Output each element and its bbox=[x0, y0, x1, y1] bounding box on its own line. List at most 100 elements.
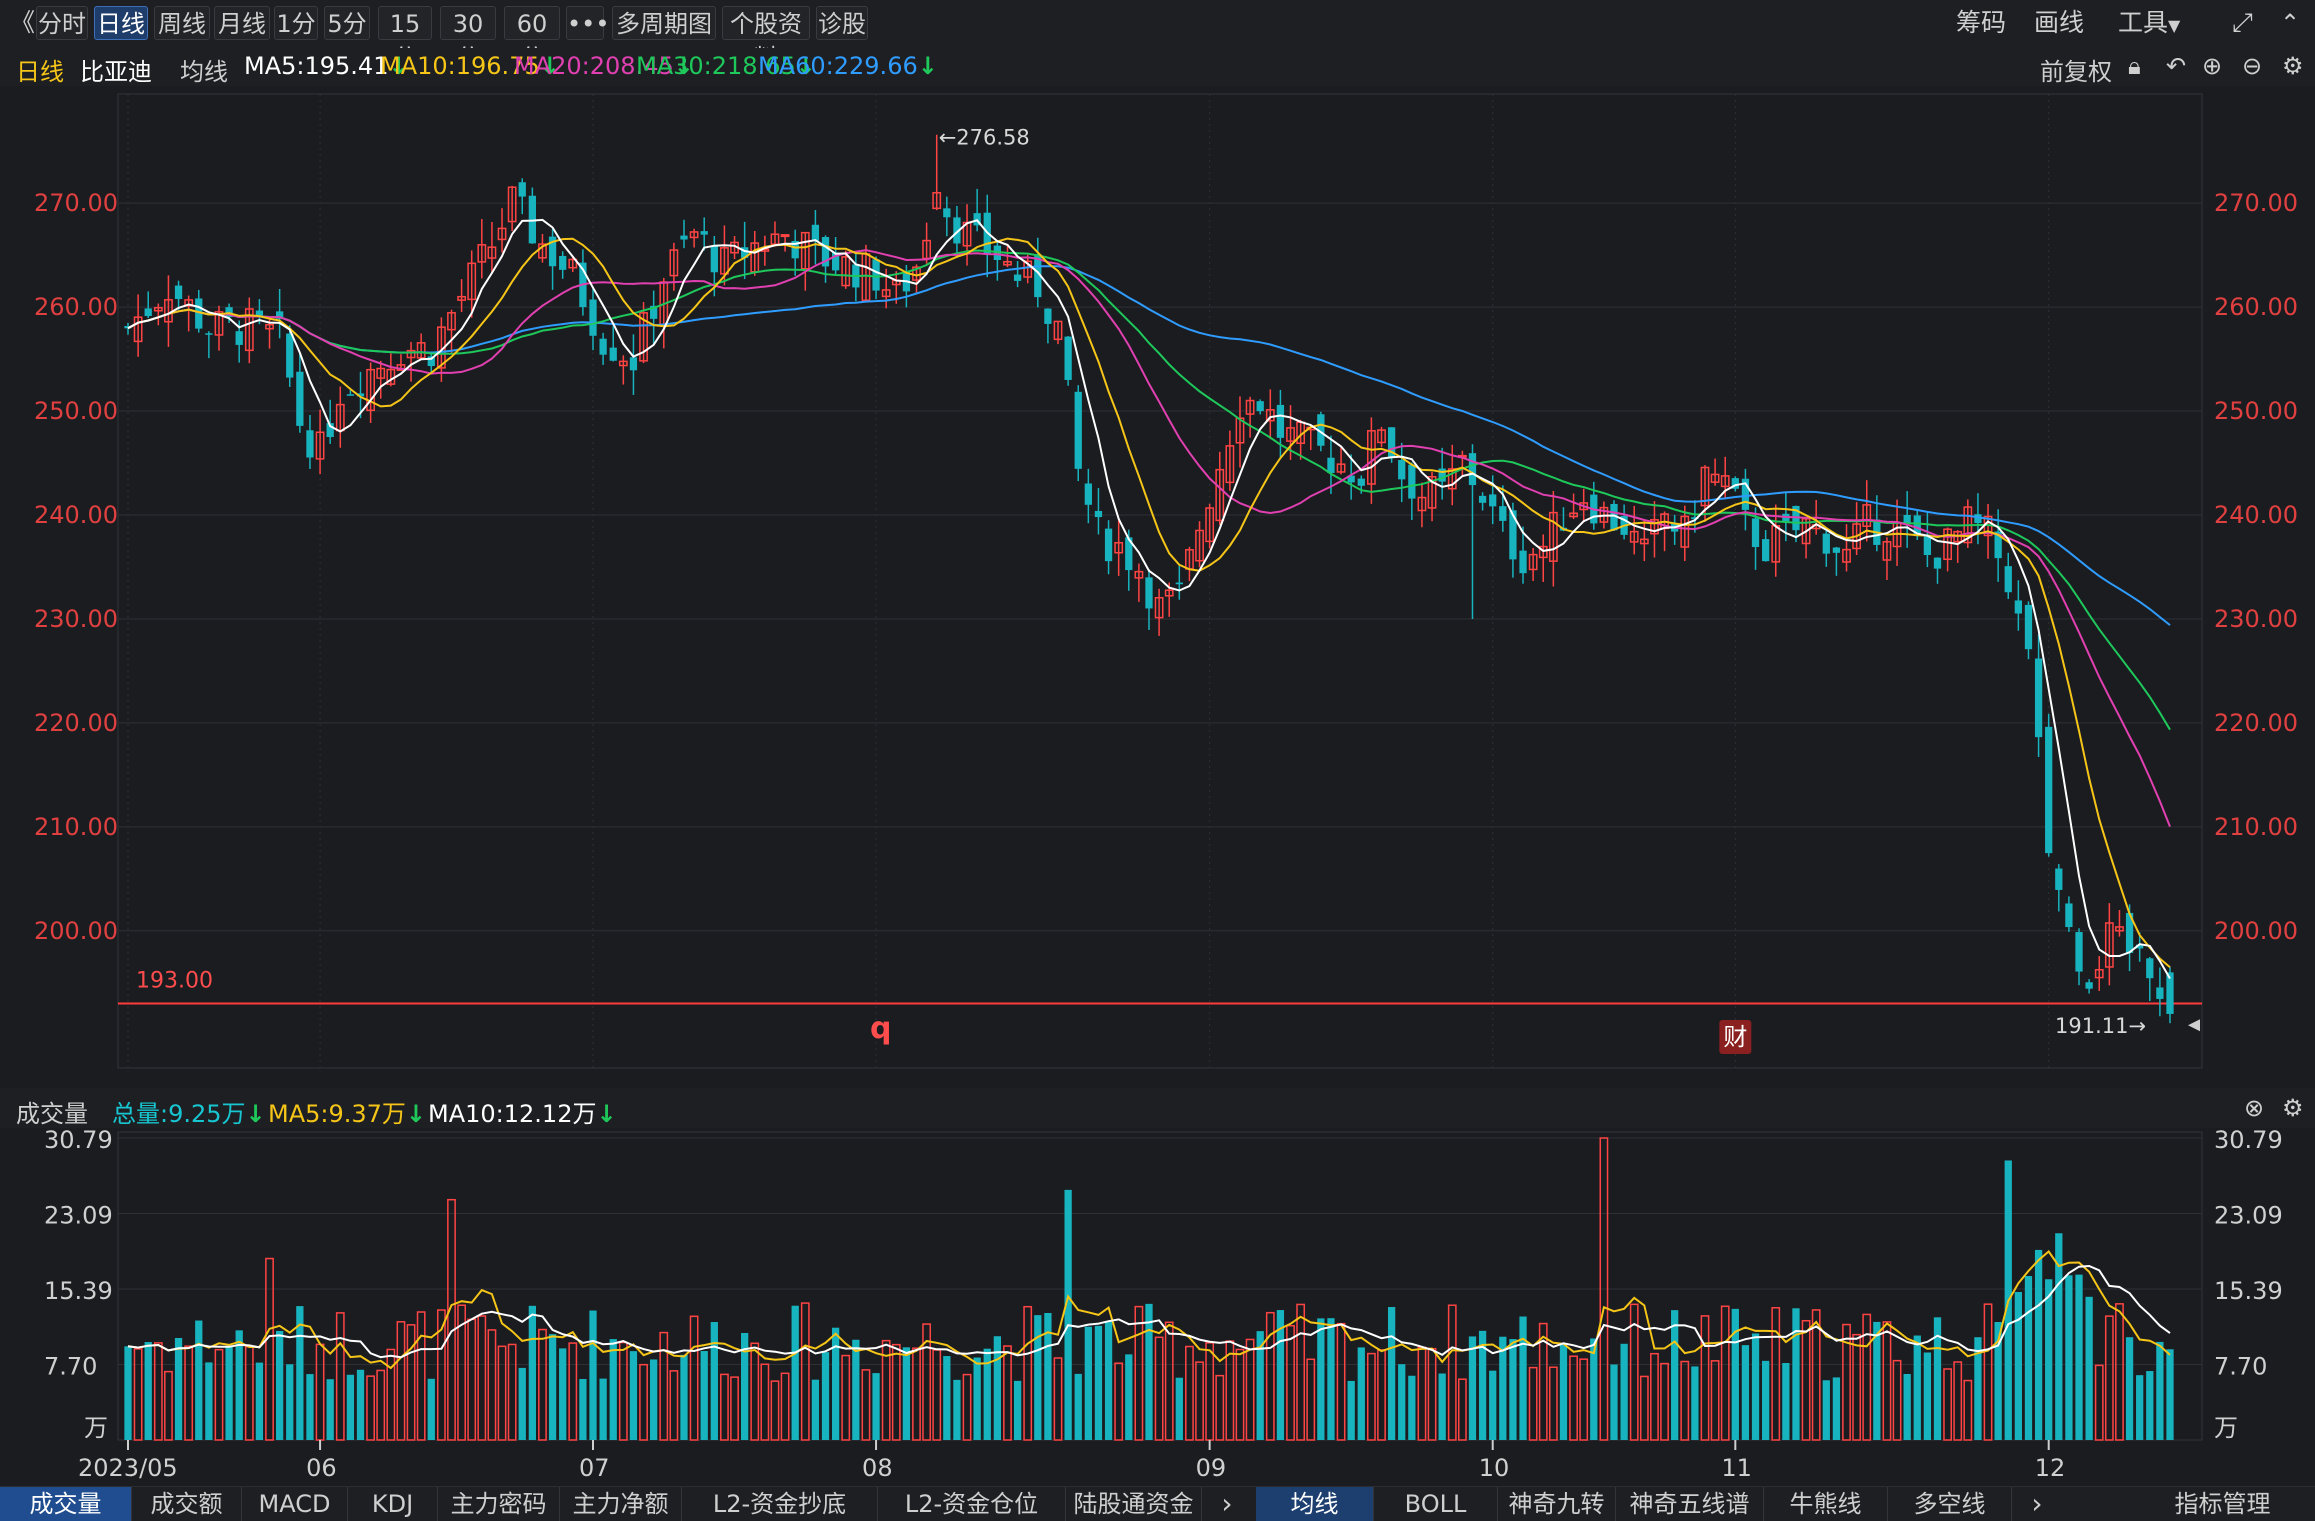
collapse-up-icon[interactable]: ⌃ bbox=[2280, 9, 2301, 37]
overlay-tab-0[interactable]: 均线 bbox=[1256, 1487, 1374, 1521]
back-icon[interactable]: 《 bbox=[10, 8, 36, 37]
candle-body bbox=[1053, 320, 1063, 341]
overlay-tab-3[interactable]: 神奇五线谱 bbox=[1616, 1487, 1764, 1521]
ma-label[interactable]: 均线 bbox=[180, 58, 228, 86]
volume-bar bbox=[629, 1351, 638, 1440]
volume-title[interactable]: 成交量 bbox=[16, 1100, 88, 1128]
candle-body bbox=[669, 249, 679, 277]
indicator-tab-7[interactable]: L2-资金仓位 bbox=[878, 1487, 1066, 1521]
volume-bar bbox=[2104, 1315, 2114, 1441]
price-tick-label-right: 250.00 bbox=[2214, 397, 2298, 425]
candle-body bbox=[741, 247, 749, 258]
volume-bar bbox=[1548, 1366, 1558, 1441]
period-tab-4[interactable]: 1分 bbox=[274, 6, 318, 40]
period-tab-0[interactable]: 分时 bbox=[36, 6, 88, 40]
volume-bar bbox=[1710, 1360, 1720, 1441]
candle-body bbox=[507, 186, 517, 223]
candle-body bbox=[1034, 254, 1042, 298]
volume-bar bbox=[2156, 1341, 2164, 1440]
chips-button[interactable]: 筹码 bbox=[1956, 8, 2007, 37]
candle-body bbox=[255, 310, 264, 318]
indicator-manage-button[interactable]: 指标管理 bbox=[2174, 1490, 2271, 1518]
volume-bar bbox=[1357, 1347, 1365, 1440]
overlay-tab-4[interactable]: 牛熊线 bbox=[1764, 1487, 1888, 1521]
volume-bar bbox=[1265, 1311, 1275, 1441]
gear-icon[interactable]: ⚙ bbox=[2282, 1094, 2304, 1122]
period-tab-5[interactable]: 5分 bbox=[324, 6, 370, 40]
period-tab-7[interactable]: 30分 bbox=[440, 6, 496, 72]
candle-body bbox=[528, 195, 536, 244]
overlay-tab-5[interactable]: 多空线 bbox=[1888, 1487, 2012, 1521]
candle-body bbox=[1680, 515, 1690, 548]
undo-icon[interactable]: ↶ bbox=[2166, 52, 2187, 80]
tabs-scroll-icon[interactable]: › bbox=[1221, 1487, 1233, 1520]
candle-body bbox=[1538, 545, 1548, 559]
gear-icon[interactable]: ⚙ bbox=[2282, 52, 2304, 80]
candle-body bbox=[841, 256, 851, 287]
volume-bar bbox=[730, 1376, 739, 1441]
volume-chart[interactable]: 30.79 30.79 23.09 23.09 15.39 15.39 7.70 7.70 万 万… bbox=[0, 1128, 2315, 1486]
volume-total: 总量:9.25万↓ bbox=[112, 1094, 266, 1129]
volume-tick-label-right: 30.79 bbox=[2214, 1128, 2283, 1154]
candle-body bbox=[1629, 530, 1639, 543]
stock-name[interactable]: 比亚迪 bbox=[80, 58, 152, 86]
indicator-tab-2[interactable]: MACD bbox=[242, 1487, 348, 1521]
volume-bar bbox=[1639, 1375, 1649, 1441]
volume-bar bbox=[1023, 1305, 1033, 1441]
down-arrow-icon: ↓ bbox=[245, 1100, 266, 1128]
candle-body bbox=[2146, 958, 2154, 979]
zoom-out-icon[interactable]: ⊖ bbox=[2242, 52, 2263, 80]
volume-bar bbox=[1559, 1344, 1568, 1440]
period-tab-2[interactable]: 周线 bbox=[154, 6, 210, 40]
indicator-tab-6[interactable]: L2-资金抄底 bbox=[682, 1487, 878, 1521]
expand-icon[interactable]: ⤢ bbox=[2232, 8, 2253, 38]
indicator-tab-5[interactable]: 主力净额 bbox=[560, 1487, 682, 1521]
indicator-tab-1[interactable]: 成交额 bbox=[132, 1487, 242, 1521]
volume-bar bbox=[133, 1348, 143, 1441]
overlay-tab-2[interactable]: 神奇九转 bbox=[1498, 1487, 1616, 1521]
volume-bar bbox=[1387, 1306, 1396, 1440]
volume-bar bbox=[1873, 1321, 1881, 1440]
ma-legend-item[interactable]: MA5:195.41↓ bbox=[244, 52, 409, 80]
indicator-tab-3[interactable]: KDJ bbox=[348, 1487, 438, 1521]
candle-body bbox=[821, 237, 830, 267]
adjust-mode-label[interactable]: 前复权 bbox=[2040, 58, 2112, 86]
ma-legend-item[interactable]: MA30:218.65↓ bbox=[636, 52, 816, 80]
candle-body bbox=[1489, 494, 1497, 507]
volume-bar bbox=[1245, 1338, 1255, 1441]
period-tab-3[interactable]: 月线 bbox=[214, 6, 270, 40]
period-tab-6[interactable]: 15分 bbox=[378, 6, 432, 72]
candle-body bbox=[559, 255, 567, 270]
candle-body bbox=[1408, 464, 1416, 499]
ma-legend-item[interactable]: MA10:196.75↓ bbox=[380, 52, 560, 80]
more-periods-button[interactable]: ••• bbox=[566, 6, 609, 40]
price-chart[interactable]: 270.00 270.00 260.00 260.00 250.00 250.00 240.… bbox=[0, 86, 2315, 1086]
zoom-in-icon[interactable]: ⊕ bbox=[2202, 52, 2223, 80]
indicator-tab-4[interactable]: 主力密码 bbox=[438, 1487, 560, 1521]
candle-body bbox=[184, 299, 194, 307]
tools-button[interactable]: 工具▼ bbox=[2118, 6, 2180, 40]
ma-legend-item[interactable]: MA60:229.66↓ bbox=[758, 52, 938, 80]
tabs-scroll-right-icon[interactable]: › bbox=[2031, 1487, 2043, 1520]
draw-button[interactable]: 画线 bbox=[2034, 8, 2085, 37]
volume-bar bbox=[416, 1311, 426, 1441]
candle-body bbox=[315, 431, 325, 460]
ma-legend-item[interactable]: MA20:208.45↓ bbox=[514, 52, 694, 80]
volume-bar bbox=[710, 1322, 718, 1440]
volume-bar bbox=[1296, 1303, 1306, 1441]
volume-bar bbox=[811, 1379, 820, 1440]
stock-info-button[interactable]: 个股资料 bbox=[722, 6, 810, 72]
indicator-tab-0[interactable]: 成交量 bbox=[0, 1487, 132, 1521]
candle-body bbox=[548, 236, 557, 267]
diagnose-button[interactable]: 诊股 bbox=[816, 6, 868, 40]
period-tab-1[interactable]: 日线 bbox=[94, 6, 148, 40]
close-icon[interactable]: ⊗ bbox=[2244, 1094, 2265, 1122]
period-tab-8[interactable]: 60分 bbox=[504, 6, 560, 72]
ma30-line bbox=[127, 249, 2171, 731]
indicator-tab-8[interactable]: 陆股通资金 bbox=[1066, 1487, 1202, 1521]
overlay-tab-1[interactable]: BOLL bbox=[1374, 1487, 1498, 1521]
volume-bar bbox=[1094, 1325, 1103, 1440]
multi-period-button[interactable]: 多周期图 ⌄ bbox=[612, 6, 716, 71]
candle-body bbox=[1377, 429, 1386, 444]
lock-icon[interactable]: 🔒︎ bbox=[2128, 52, 2141, 80]
